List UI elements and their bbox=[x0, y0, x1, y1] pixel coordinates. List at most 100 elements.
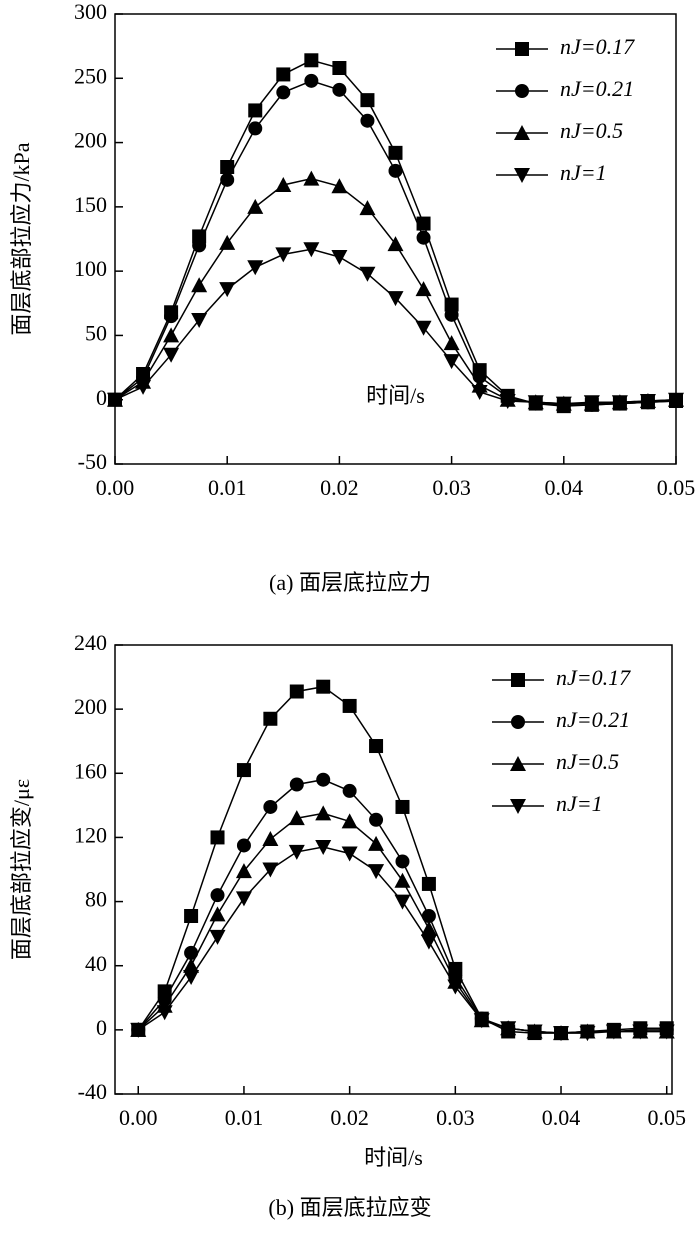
marker bbox=[247, 260, 264, 276]
legend-marker bbox=[515, 84, 529, 98]
marker bbox=[421, 876, 436, 891]
marker bbox=[394, 894, 411, 910]
marker bbox=[236, 838, 251, 853]
marker bbox=[420, 920, 437, 936]
legend-label: nJ=1 bbox=[560, 160, 607, 185]
marker bbox=[342, 698, 357, 713]
x-axis-label: 时间/s bbox=[366, 383, 425, 408]
y-tick-label: 40 bbox=[85, 951, 107, 976]
marker bbox=[444, 297, 459, 312]
marker bbox=[262, 862, 279, 878]
marker bbox=[248, 121, 263, 136]
marker bbox=[388, 145, 403, 160]
marker bbox=[332, 82, 347, 97]
marker bbox=[341, 813, 358, 829]
x-tick-label: 0.00 bbox=[96, 475, 135, 500]
marker bbox=[611, 395, 628, 411]
marker bbox=[341, 846, 358, 862]
marker bbox=[368, 835, 385, 851]
y-tick-label: 80 bbox=[85, 887, 107, 912]
marker bbox=[639, 394, 656, 409]
marker bbox=[331, 250, 348, 265]
marker bbox=[658, 1024, 675, 1040]
marker bbox=[288, 810, 305, 826]
marker bbox=[276, 85, 291, 100]
marker bbox=[415, 320, 432, 336]
marker bbox=[583, 395, 600, 411]
marker bbox=[209, 906, 226, 922]
marker bbox=[248, 103, 263, 118]
marker bbox=[360, 113, 375, 128]
marker bbox=[555, 396, 572, 412]
y-tick-label: -40 bbox=[78, 1079, 107, 1104]
marker bbox=[415, 281, 432, 297]
x-tick-label: 0.05 bbox=[647, 1105, 686, 1130]
marker bbox=[395, 799, 410, 814]
y-tick-label: 100 bbox=[74, 256, 107, 281]
marker bbox=[342, 783, 357, 798]
marker bbox=[303, 170, 320, 186]
marker bbox=[605, 1024, 622, 1040]
marker bbox=[184, 945, 199, 960]
legend-marker bbox=[510, 799, 526, 814]
marker bbox=[316, 772, 331, 787]
y-tick-label: 120 bbox=[74, 822, 107, 847]
legend-marker bbox=[510, 756, 526, 771]
caption: (b) 面层底拉应变 bbox=[268, 1195, 431, 1220]
x-tick-label: 0.05 bbox=[657, 475, 696, 500]
marker bbox=[219, 234, 236, 250]
y-axis-label: 面层底部拉应变/με bbox=[9, 779, 34, 960]
marker bbox=[387, 291, 404, 307]
marker bbox=[191, 313, 208, 328]
y-axis-label: 面层底部拉应力/kPa bbox=[9, 142, 34, 335]
marker bbox=[135, 379, 152, 395]
legend-label: nJ=0.21 bbox=[560, 76, 634, 101]
legend-marker bbox=[515, 42, 529, 56]
legend-label: nJ=0.5 bbox=[560, 118, 623, 143]
x-tick-label: 0.02 bbox=[320, 475, 359, 500]
marker bbox=[235, 891, 252, 907]
marker bbox=[275, 247, 292, 263]
x-tick-label: 0.04 bbox=[545, 475, 584, 500]
marker bbox=[303, 242, 320, 258]
marker bbox=[471, 385, 488, 400]
marker bbox=[421, 909, 436, 924]
marker bbox=[236, 763, 251, 778]
marker bbox=[395, 854, 410, 869]
caption: (a) 面层底拉应力 bbox=[269, 570, 431, 595]
marker bbox=[369, 812, 384, 827]
y-tick-label: 200 bbox=[74, 694, 107, 719]
marker bbox=[388, 163, 403, 178]
x-tick-label: 0.04 bbox=[542, 1105, 581, 1130]
marker bbox=[668, 392, 684, 408]
marker bbox=[447, 979, 464, 995]
marker bbox=[163, 327, 180, 343]
marker bbox=[220, 172, 235, 187]
marker bbox=[579, 1026, 596, 1042]
marker bbox=[331, 178, 348, 194]
marker bbox=[192, 238, 207, 253]
legend-label: nJ=0.17 bbox=[560, 34, 635, 59]
y-tick-label: 240 bbox=[74, 630, 107, 655]
plot-frame bbox=[114, 644, 673, 1095]
marker bbox=[247, 198, 264, 214]
legend-marker bbox=[511, 673, 525, 687]
y-tick-label: 50 bbox=[85, 320, 107, 345]
marker bbox=[527, 395, 544, 411]
marker bbox=[183, 969, 200, 985]
x-tick-label: 0.01 bbox=[208, 475, 247, 500]
x-tick-label: 0.02 bbox=[330, 1105, 369, 1130]
plot-frame bbox=[114, 13, 677, 465]
marker bbox=[191, 277, 208, 293]
marker bbox=[499, 394, 516, 409]
marker bbox=[632, 1024, 649, 1040]
legend-label: nJ=0.21 bbox=[556, 707, 630, 732]
marker bbox=[289, 777, 304, 792]
marker bbox=[220, 160, 235, 174]
marker bbox=[289, 684, 304, 699]
y-tick-label: 160 bbox=[74, 758, 107, 783]
legend-marker bbox=[514, 125, 530, 140]
marker bbox=[473, 1013, 490, 1029]
marker bbox=[387, 236, 404, 252]
